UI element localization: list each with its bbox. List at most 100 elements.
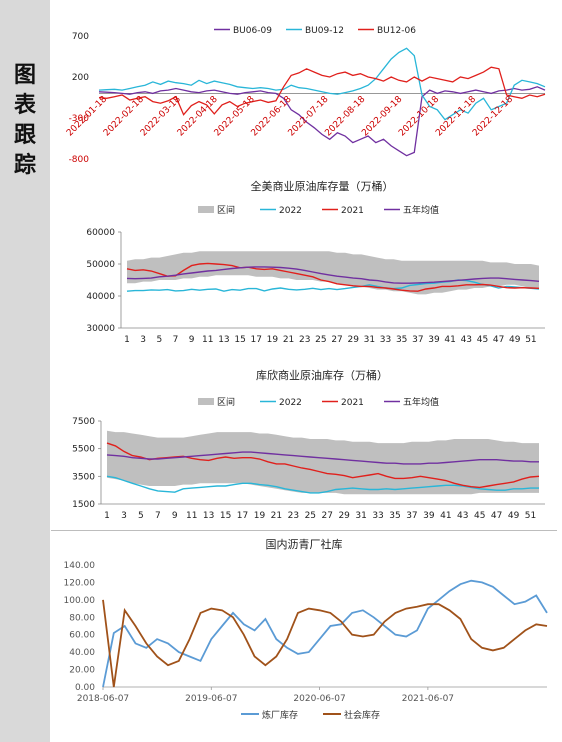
legend-swatch-range <box>198 206 214 213</box>
x-tick-label: 9 <box>172 511 178 521</box>
y-tick-label: 7500 <box>72 417 95 427</box>
x-tick-label: 35 <box>396 335 407 345</box>
series-line-社会库存 <box>102 599 548 688</box>
series-line-炼厂库存 <box>102 579 548 688</box>
legend-label: BU12-06 <box>377 26 416 36</box>
y-tick-label: 40000 <box>86 292 115 302</box>
chart-title: 库欣商业原油库存（万桶） <box>256 368 388 382</box>
sidebar-title-char: 踪 <box>13 152 36 178</box>
x-tick-label: 19 <box>254 511 266 521</box>
x-tick-label: 3 <box>140 335 146 345</box>
x-tick-label: 7 <box>173 335 179 345</box>
x-tick-label: 51 <box>525 511 536 521</box>
spread-chart: BU06-09 BU09-12 BU12-06 700 200 -300 -800 2022-… <box>65 26 546 165</box>
x-tick-label: 33 <box>372 511 383 521</box>
series-line-2022 <box>126 279 540 292</box>
x-tick-label: 39 <box>423 511 435 521</box>
cushing-stock-chart: 库欣商业原油库存（万桶）区间 2022 2021 五年均值75005500350015… <box>72 368 545 521</box>
x-tick-label: 2018-06-07 <box>77 694 129 704</box>
y-tick-label: 0.00 <box>75 683 95 693</box>
legend-label: 五年均值 <box>403 204 439 216</box>
x-tick-label: 25 <box>315 335 326 345</box>
legend-label: 炼厂库存 <box>262 709 298 721</box>
range-band <box>107 430 539 495</box>
series-line-五年均值 <box>126 266 540 284</box>
x-tick-label: 43 <box>457 511 468 521</box>
x-tick-label: 21 <box>283 335 294 345</box>
x-tick-label: 35 <box>389 511 400 521</box>
x-tick-label: 13 <box>218 335 229 345</box>
sidebar: 图 表 跟 踪 <box>0 0 50 742</box>
y-tick-label: 700 <box>72 32 89 42</box>
y-tick-label: 200 <box>72 73 89 83</box>
x-tick-label: 23 <box>299 335 310 345</box>
y-tick-label: 100.00 <box>64 596 96 606</box>
x-tick-label: 45 <box>477 335 488 345</box>
series-line-BU06-09 <box>98 86 546 157</box>
x-tick-label: 25 <box>305 511 316 521</box>
y-tick-label: 3500 <box>72 472 95 482</box>
x-tick-label: 31 <box>355 511 366 521</box>
x-tick-label: 23 <box>288 511 299 521</box>
legend-label: BU06-09 <box>233 26 272 36</box>
legend-label: 2022 <box>279 398 302 408</box>
y-tick-label: 40.00 <box>69 648 95 658</box>
x-tick-label: 47 <box>491 511 502 521</box>
x-tick-label: 31 <box>364 335 375 345</box>
x-tick-label: 9 <box>189 335 195 345</box>
x-tick-label: 2021-06-07 <box>402 694 454 704</box>
us-crude-stock-chart: 全美商业原油库存量（万桶） 区间 2022 2021 五年均值 60000 50000 400… <box>86 179 545 345</box>
series-line-2021 <box>126 262 540 292</box>
x-tick-label: 5 <box>156 335 162 345</box>
legend-label: 2022 <box>279 206 302 216</box>
x-tick-label: 15 <box>220 511 231 521</box>
x-tick-label: 13 <box>203 511 214 521</box>
asphalt-stock-chart-panel: 国内沥青厂社库 140.00 120.00 100.00 80.00 60.00 40.00… <box>51 530 557 736</box>
x-tick-label: 17 <box>237 511 248 521</box>
x-tick-label: 45 <box>474 511 485 521</box>
us-crude-stock-chart-panel: 全美商业原油库存量（万桶） 区间 2022 2021 五年均值 60000 50000 400… <box>51 178 557 358</box>
x-tick-label: 51 <box>525 335 536 345</box>
y-tick-label: 1500 <box>72 500 95 510</box>
legend-label: 2021 <box>341 398 364 408</box>
series-line-BU12-06 <box>98 66 546 116</box>
chart-title: 全美商业原油库存量（万桶） <box>251 179 394 193</box>
legend-label: 区间 <box>217 204 235 216</box>
x-tick-label: 41 <box>440 511 451 521</box>
y-tick-label: 120.00 <box>64 578 96 588</box>
x-tick-label: 5 <box>138 511 144 521</box>
legend-label: BU09-12 <box>305 26 344 36</box>
x-tick-label: 19 <box>267 335 279 345</box>
x-tick-label: 49 <box>508 511 520 521</box>
y-tick-label: 140.00 <box>64 561 96 571</box>
y-tick-label: 60.00 <box>69 631 95 641</box>
x-tick-label: 37 <box>412 335 423 345</box>
x-tick-label: 49 <box>509 335 521 345</box>
x-tick-label: 15 <box>234 335 245 345</box>
y-tick-label: 50000 <box>86 260 115 270</box>
x-tick-label: 41 <box>444 335 455 345</box>
x-tick-label: 11 <box>186 511 197 521</box>
legend-label: 五年均值 <box>403 396 439 408</box>
x-tick-label: 21 <box>271 511 282 521</box>
x-tick-label: 17 <box>251 335 262 345</box>
sidebar-title-char: 表 <box>13 92 36 118</box>
x-tick-label: 27 <box>331 335 342 345</box>
x-tick-label: 43 <box>461 335 472 345</box>
x-tick-label: 1 <box>124 335 130 345</box>
series-line-五年均值 <box>106 451 539 465</box>
cushing-stock-chart-panel: 库欣商业原油库存（万桶） 区间 2022 2021 五年均值 7500 5500 3500 15… <box>51 362 557 527</box>
x-tick-label: 47 <box>493 335 504 345</box>
y-tick-label: -300 <box>69 114 90 124</box>
x-tick-label: 11 <box>202 335 213 345</box>
x-tick-label: 2020-06-07 <box>293 694 345 704</box>
asphalt-stock-chart: 国内沥青厂社库 140.00 120.00 100.00 80.00 60.00 40.00… <box>64 537 548 721</box>
spread-chart-panel: BU06-09 BU09-12 BU12-06 700 200 -300 -800 2022-… <box>51 18 557 178</box>
y-tick-label: 5500 <box>72 445 95 455</box>
legend-label: 社会库存 <box>344 709 380 721</box>
sidebar-title-char: 图 <box>13 62 36 88</box>
chart-title: 国内沥青厂社库 <box>266 537 343 551</box>
x-tick-label: 2019-06-07 <box>185 694 237 704</box>
sidebar-title: 图 表 跟 踪 <box>0 60 50 180</box>
legend-label: 2021 <box>341 206 364 216</box>
